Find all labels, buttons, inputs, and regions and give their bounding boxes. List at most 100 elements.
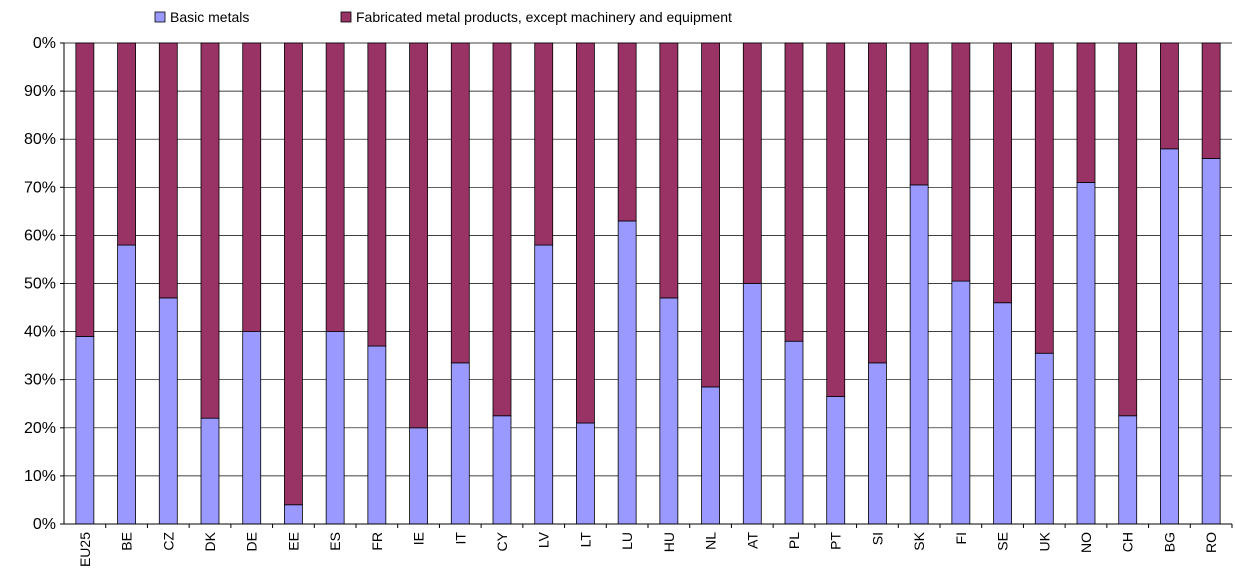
x-tick-label-es: ES <box>327 532 343 551</box>
bar-basic-metals-hu <box>659 297 679 525</box>
x-tick-label-uk: UK <box>1036 531 1052 551</box>
bar-basic-metals-es <box>325 331 345 525</box>
x-tick-label-ch: CH <box>1120 532 1136 552</box>
y-tick-label: 30% <box>24 372 56 389</box>
x-tick-label-cz: CZ <box>160 532 176 551</box>
x-tick-label-dk: DK <box>202 531 218 551</box>
y-axis-ticks: 0% 10% 20% 30% 40% 50% 60% 70% 80% 90% 0% <box>24 35 64 533</box>
bar-fabricated-metal-hu <box>659 42 679 299</box>
bar-fabricated-metal-ie <box>409 42 428 429</box>
bar-basic-metals-si <box>868 362 887 525</box>
bar-basic-metals-cz <box>158 297 178 525</box>
bars <box>75 42 1221 525</box>
bar-basic-metals-de <box>242 331 262 525</box>
bar-basic-metals-ro <box>1201 158 1221 525</box>
bar-fabricated-metal-fi <box>951 42 971 282</box>
x-tick-label-hu: HU <box>661 532 677 552</box>
bar-basic-metals-uk <box>1034 352 1054 525</box>
bar-fabricated-metal-dk <box>200 42 220 419</box>
x-tick-label-ee: EE <box>285 532 301 551</box>
x-tick-label-lv: LV <box>536 531 552 548</box>
bar-fabricated-metal-es <box>325 42 345 333</box>
bar-fabricated-metal-it <box>450 42 470 364</box>
x-tick-label-nl: NL <box>703 532 719 550</box>
bar-basic-metals-nl <box>701 386 720 525</box>
bar-fabricated-metal-lt <box>576 42 595 424</box>
y-tick-label: 60% <box>24 227 56 244</box>
bar-fabricated-metal-lv <box>534 42 554 246</box>
x-tick-label-cy: CY <box>494 531 510 551</box>
bar-basic-metals-fr <box>367 345 387 525</box>
legend-swatch-fabricated-metal <box>340 11 352 23</box>
y-tick-label: 20% <box>24 420 56 437</box>
bar-basic-metals-bg <box>1160 148 1179 525</box>
x-tick-label-lu: LU <box>619 532 635 550</box>
x-tick-label-eu25: EU25 <box>77 532 93 567</box>
x-tick-label-bg: BG <box>1161 532 1177 552</box>
bar-basic-metals-fi <box>951 280 971 525</box>
bar-fabricated-metal-cz <box>158 42 178 299</box>
bar-basic-metals-be <box>117 244 136 525</box>
x-tick-label-se: SE <box>995 532 1011 551</box>
bar-basic-metals-se <box>993 302 1012 525</box>
bar-basic-metals-lt <box>576 422 595 525</box>
x-tick-label-pl: PL <box>786 532 802 549</box>
bar-basic-metals-it <box>450 362 470 525</box>
bar-basic-metals-ie <box>409 427 428 525</box>
bar-fabricated-metal-se <box>993 42 1012 304</box>
bar-fabricated-metal-lu <box>617 42 637 222</box>
x-tick-label-no: NO <box>1078 532 1094 553</box>
bar-fabricated-metal-de <box>242 42 262 333</box>
bar-fabricated-metal-sk <box>909 42 929 186</box>
gridlines <box>64 42 1232 525</box>
bar-fabricated-metal-ee <box>284 42 303 506</box>
bar-fabricated-metal-bg <box>1160 42 1179 150</box>
y-tick-label: 80% <box>24 131 56 148</box>
bar-basic-metals-ch <box>1118 415 1138 525</box>
bar-basic-metals-sk <box>909 184 929 525</box>
bar-basic-metals-ee <box>284 504 303 525</box>
legend-swatch-basic-metals <box>154 11 166 23</box>
bar-fabricated-metal-cy <box>492 42 512 417</box>
bar-fabricated-metal-si <box>868 42 887 364</box>
bar-fabricated-metal-pt <box>826 42 846 397</box>
bar-fabricated-metal-ro <box>1201 42 1221 159</box>
y-tick-label: 70% <box>24 179 56 196</box>
x-tick-label-fi: FI <box>953 532 969 544</box>
bar-fabricated-metal-at <box>742 42 762 284</box>
x-tick-label-be: BE <box>119 532 135 551</box>
bar-fabricated-metal-be <box>117 42 136 246</box>
bar-basic-metals-lu <box>617 220 637 525</box>
legend: Basic metals Fabricated metal products, … <box>154 9 732 25</box>
bar-basic-metals-dk <box>200 417 220 525</box>
y-tick-label: 0% <box>33 35 56 52</box>
x-tick-label-fr: FR <box>369 532 385 551</box>
bar-fabricated-metal-eu25 <box>75 42 95 337</box>
bar-fabricated-metal-no <box>1076 42 1096 183</box>
bar-basic-metals-cy <box>492 415 512 525</box>
bar-fabricated-metal-nl <box>701 42 720 388</box>
legend-label-basic-metals: Basic metals <box>170 9 249 25</box>
x-tick-label-pt: PT <box>828 532 844 550</box>
bar-fabricated-metal-uk <box>1034 42 1054 354</box>
bar-fabricated-metal-pl <box>784 42 804 342</box>
y-tick-label: 10% <box>24 468 56 485</box>
x-axis-ticks: EU25 BE CZ DK DE EE ES FR IE IT CY LV LT LU HU NL AT PL PT… <box>77 524 1233 567</box>
x-tick-label-de: DE <box>244 532 260 551</box>
bar-basic-metals-eu25 <box>75 336 95 525</box>
bar-basic-metals-no <box>1076 182 1096 525</box>
x-tick-label-at: AT <box>744 532 760 549</box>
x-tick-label-it: IT <box>452 532 468 545</box>
y-tick-label: 90% <box>24 83 56 100</box>
bar-basic-metals-lv <box>534 244 554 525</box>
x-tick-label-ro: RO <box>1203 532 1219 553</box>
x-tick-label-ie: IE <box>411 532 427 545</box>
bar-basic-metals-pl <box>784 340 804 525</box>
bar-fabricated-metal-ch <box>1118 42 1138 417</box>
bar-fabricated-metal-fr <box>367 42 387 347</box>
y-tick-label: 0% <box>33 516 56 533</box>
x-tick-label-si: SI <box>869 532 885 545</box>
bar-basic-metals-at <box>742 283 762 525</box>
legend-label-fabricated-metal: Fabricated metal products, except machin… <box>356 9 732 25</box>
